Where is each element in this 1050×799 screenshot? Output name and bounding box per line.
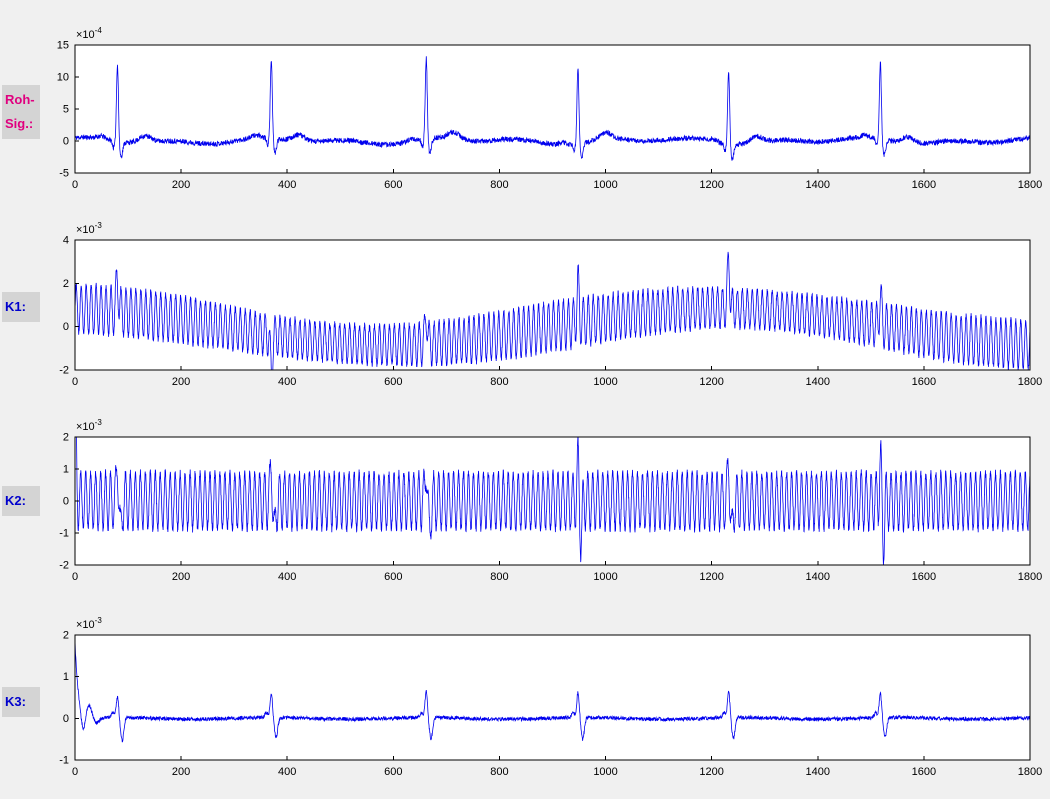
y-axis-ticks: -5 0 5 10 15 (57, 40, 79, 180)
row-label-line: Roh- (5, 92, 35, 107)
y-axis-exponent-label: ×10-3 (76, 221, 102, 236)
signal-trace-roh-sig (75, 56, 1030, 161)
x-tick-label: 400 (278, 766, 296, 778)
y-tick-label: -2 (59, 365, 69, 377)
y-tick-label: 0 (63, 496, 69, 508)
x-tick-label: 1200 (699, 571, 723, 583)
y-tick-label: -1 (59, 755, 69, 767)
y-axis-exponent-label: ×10-3 (76, 418, 102, 433)
x-tick-label: 1600 (912, 571, 936, 583)
x-tick-label: 200 (172, 766, 190, 778)
y-tick-label: 10 (57, 72, 69, 84)
x-tick-label: 800 (490, 179, 508, 191)
y-axis-ticks: -2 0 2 4 (59, 235, 79, 377)
x-tick-label: 400 (278, 571, 296, 583)
signal-trace-k2 (75, 437, 1030, 565)
x-tick-label: 1800 (1018, 179, 1042, 191)
x-tick-label: 0 (72, 766, 78, 778)
row-label-k1: K1: (2, 292, 40, 323)
y-tick-label: 4 (63, 235, 69, 247)
x-tick-label: 1200 (699, 376, 723, 388)
y-tick-label: 1 (63, 464, 69, 476)
x-tick-label: 1800 (1018, 376, 1042, 388)
x-tick-label: 1000 (593, 376, 617, 388)
signal-trace-k1 (75, 251, 1030, 370)
x-axis-ticks: 0 200 400 600 800 1000 1200 1400 1600 1800 (72, 561, 1042, 583)
y-axis-exponent-label: ×10-4 (76, 26, 102, 41)
x-tick-label: 200 (172, 179, 190, 191)
x-tick-label: 1200 (699, 179, 723, 191)
row-label-line: K3: (5, 694, 26, 709)
x-tick-label: 1000 (593, 766, 617, 778)
y-tick-label: 2 (63, 278, 69, 290)
y-tick-label: 15 (57, 40, 69, 52)
x-tick-label: 200 (172, 571, 190, 583)
plot-area (75, 635, 1030, 760)
x-tick-label: 800 (490, 766, 508, 778)
x-tick-label: 600 (384, 766, 402, 778)
y-tick-label: -1 (59, 528, 69, 540)
x-axis-ticks: 0 200 400 600 800 1000 1200 1400 1600 1800 (72, 169, 1042, 191)
x-axis-ticks: 0 200 400 600 800 1000 1200 1400 1600 1800 (72, 756, 1042, 778)
y-axis-ticks: -2 -1 0 1 2 (59, 432, 79, 572)
x-tick-label: 0 (72, 179, 78, 191)
x-axis-ticks: 0 200 400 600 800 1000 1200 1400 1600 1800 (72, 366, 1042, 388)
x-tick-label: 1600 (912, 766, 936, 778)
y-tick-label: 2 (63, 432, 69, 444)
x-tick-label: 1400 (806, 766, 830, 778)
x-tick-label: 1600 (912, 179, 936, 191)
x-tick-label: 1400 (806, 571, 830, 583)
x-tick-label: 1200 (699, 766, 723, 778)
plot-area (75, 45, 1030, 173)
y-tick-label: 0 (63, 136, 69, 148)
subplot-k3: 0 200 400 600 800 1000 1200 1400 1600 1800-1012×1… (59, 616, 1042, 778)
row-label-line: K2: (5, 493, 26, 508)
subplot-k2: 0 200 400 600 800 1000 1200 1400 1600 1800 -2 -1 0 1 2… (59, 418, 1042, 583)
x-tick-label: 0 (72, 571, 78, 583)
x-tick-label: 400 (278, 376, 296, 388)
x-tick-label: 800 (490, 376, 508, 388)
y-tick-label: 5 (63, 104, 69, 116)
x-tick-label: 600 (384, 376, 402, 388)
x-tick-label: 1000 (593, 571, 617, 583)
y-tick-label: -5 (59, 168, 69, 180)
x-tick-label: 1800 (1018, 571, 1042, 583)
x-tick-label: 1600 (912, 376, 936, 388)
x-tick-label: 200 (172, 376, 190, 388)
x-tick-label: 1800 (1018, 766, 1042, 778)
x-tick-label: 1400 (806, 376, 830, 388)
y-tick-label: 1 (63, 671, 69, 683)
row-label-k2: K2: (2, 486, 40, 517)
y-tick-label: 0 (63, 321, 69, 333)
y-axis-exponent-label: ×10-3 (76, 616, 102, 631)
x-tick-label: 800 (490, 571, 508, 583)
y-tick-label: 0 (63, 713, 69, 725)
subplot-roh-sig: 0 200 400 600 800 1000 1200 1400 1600 1800-505101… (57, 26, 1042, 191)
row-label-line: Sig.: (5, 116, 34, 132)
row-label-line: K1: (5, 299, 26, 314)
y-tick-label: 2 (63, 630, 69, 642)
y-axis-ticks: -1 0 1 2 (59, 630, 79, 767)
subplot-k1: 0 200 400 600 800 1000 1200 1400 1600 1800-2024×1… (59, 221, 1042, 388)
x-tick-label: 1400 (806, 179, 830, 191)
row-label-k3: K3: (2, 687, 40, 718)
y-tick-label: -2 (59, 560, 69, 572)
x-tick-label: 0 (72, 376, 78, 388)
axes-box (74, 239, 1031, 371)
row-label-roh-sig: Roh- Sig.: (2, 85, 40, 140)
x-tick-label: 600 (384, 571, 402, 583)
x-tick-label: 400 (278, 179, 296, 191)
plot-area (75, 437, 1030, 565)
signal-trace-k3 (75, 639, 1030, 743)
axes-box (74, 634, 1031, 761)
x-tick-label: 1000 (593, 179, 617, 191)
x-tick-label: 600 (384, 179, 402, 191)
